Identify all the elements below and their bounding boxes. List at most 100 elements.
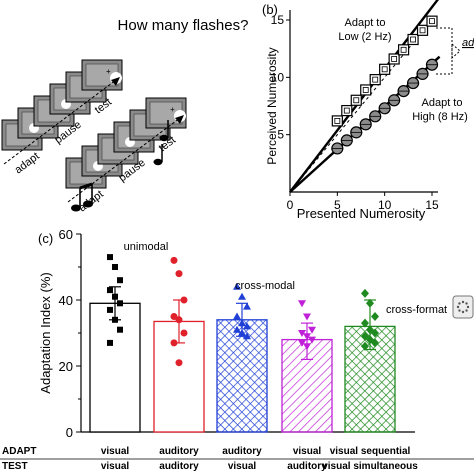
data-point-low-inner: [381, 66, 388, 73]
y-tick-label: 15: [271, 13, 285, 27]
y-axis-title: Perceived Numerosity: [265, 47, 279, 164]
subject-point: [117, 326, 123, 333]
note-beam: [79, 182, 93, 190]
subject-point: [243, 322, 251, 330]
subject-point: [175, 316, 183, 324]
y-tick-label: 60: [59, 227, 73, 242]
data-point-low-inner: [410, 36, 416, 43]
x-axis-title: Presented Numerosity: [297, 206, 426, 221]
subject-point: [112, 316, 118, 323]
adapt-label: visual sequential: [330, 446, 411, 457]
stimulus-dot-icon: [465, 309, 468, 312]
index-bracket: [436, 27, 453, 75]
data-point-low: [426, 15, 438, 27]
subject-point: [303, 313, 311, 321]
subject-point: [180, 329, 188, 337]
annotation-cut: ad: [462, 37, 474, 49]
data-point-low-inner: [372, 76, 379, 83]
subject-point: [170, 256, 178, 264]
data-point-low: [407, 33, 419, 46]
subject-point: [303, 343, 311, 351]
subject-point: [308, 326, 316, 334]
subject-point: [112, 264, 118, 270]
annotation-cross-modal: cross-modal: [235, 280, 295, 292]
subject-point: [107, 287, 113, 294]
data-point-low-inner: [429, 18, 435, 25]
test-label: auditory: [287, 461, 327, 472]
index-bracket-arrow: [451, 42, 461, 60]
adapt-label: visual: [101, 446, 130, 457]
panel-c-label: (c): [38, 231, 53, 246]
music-note-icon: [71, 182, 93, 212]
subject-point: [180, 296, 188, 304]
subject-point: [361, 341, 369, 351]
subject-point: [107, 254, 113, 261]
subject-point: [117, 300, 123, 307]
fixation-cross: +: [106, 67, 111, 76]
stimulus-dot-icon: [458, 309, 461, 312]
subject-point: [117, 277, 123, 284]
data-point-low: [350, 94, 362, 106]
data-point-low-inner: [391, 56, 398, 62]
stimulus-icon-box: [452, 295, 474, 319]
bar-3: [281, 338, 333, 433]
data-point-low-inner: [353, 97, 360, 104]
subject-point: [233, 282, 241, 290]
annotation-adapt-low-1: Adapt to: [345, 17, 386, 29]
test-label: auditory: [159, 461, 199, 472]
data-point-low-inner: [400, 46, 407, 53]
adapt-label: auditory: [159, 446, 199, 457]
subject-point: [107, 339, 113, 346]
subject-point: [233, 312, 241, 320]
subject-point: [298, 339, 306, 347]
annotation-adapt-high-1: Adapt to: [422, 97, 463, 109]
subject-point: [308, 336, 316, 344]
panel-a-title: How many flashes?: [118, 17, 249, 34]
subject-point: [298, 330, 306, 337]
subject-point: [361, 288, 369, 298]
data-point-low: [331, 115, 343, 127]
subject-point: [112, 293, 118, 300]
row-label-test: TEST: [2, 461, 28, 472]
annotation-adapt-high-2: High (8 Hz): [412, 111, 468, 123]
subject-point: [170, 313, 178, 320]
data-point-low: [369, 74, 381, 86]
timeline-arrow: [111, 77, 120, 86]
music-note-icon: [153, 120, 169, 166]
test-label: visual simultaneous: [322, 461, 418, 472]
subject-point: [238, 319, 246, 327]
fixation-cross: +: [170, 105, 175, 114]
data-point-low-inner: [334, 118, 341, 124]
timeline-dashed: [67, 117, 181, 203]
subject-point: [238, 329, 246, 336]
subject-point: [170, 339, 178, 347]
x-tick-label: 5: [334, 198, 341, 212]
subject-point: [243, 302, 251, 310]
annotation-adapt-low-2: Low (2 Hz): [338, 31, 391, 43]
y-tick-label: 40: [59, 293, 73, 308]
note-head: [71, 204, 81, 212]
data-point-low: [379, 63, 391, 75]
y-tick-label: 20: [59, 359, 73, 374]
data-point-low: [388, 53, 400, 65]
note-head: [159, 134, 169, 142]
subject-point: [175, 359, 183, 367]
data-point-low: [360, 84, 372, 96]
row-label-adapt: ADAPT: [2, 446, 36, 457]
y-tick-label: 5: [277, 128, 284, 142]
data-point-low-inner: [343, 107, 350, 114]
subject-point: [243, 332, 251, 340]
bar-2: [216, 319, 268, 433]
data-point-low: [416, 24, 429, 36]
annotation-unimodal: unimodal: [124, 241, 169, 253]
data-point-low: [398, 44, 410, 56]
subject-point: [361, 318, 369, 328]
y-axis-title: Adaptation Index (%): [38, 272, 53, 393]
data-point-low-inner: [362, 87, 369, 93]
stimulus-dot-icon: [461, 310, 465, 314]
subject-point: [238, 292, 246, 300]
stimulus-dot-icon: [458, 302, 461, 305]
